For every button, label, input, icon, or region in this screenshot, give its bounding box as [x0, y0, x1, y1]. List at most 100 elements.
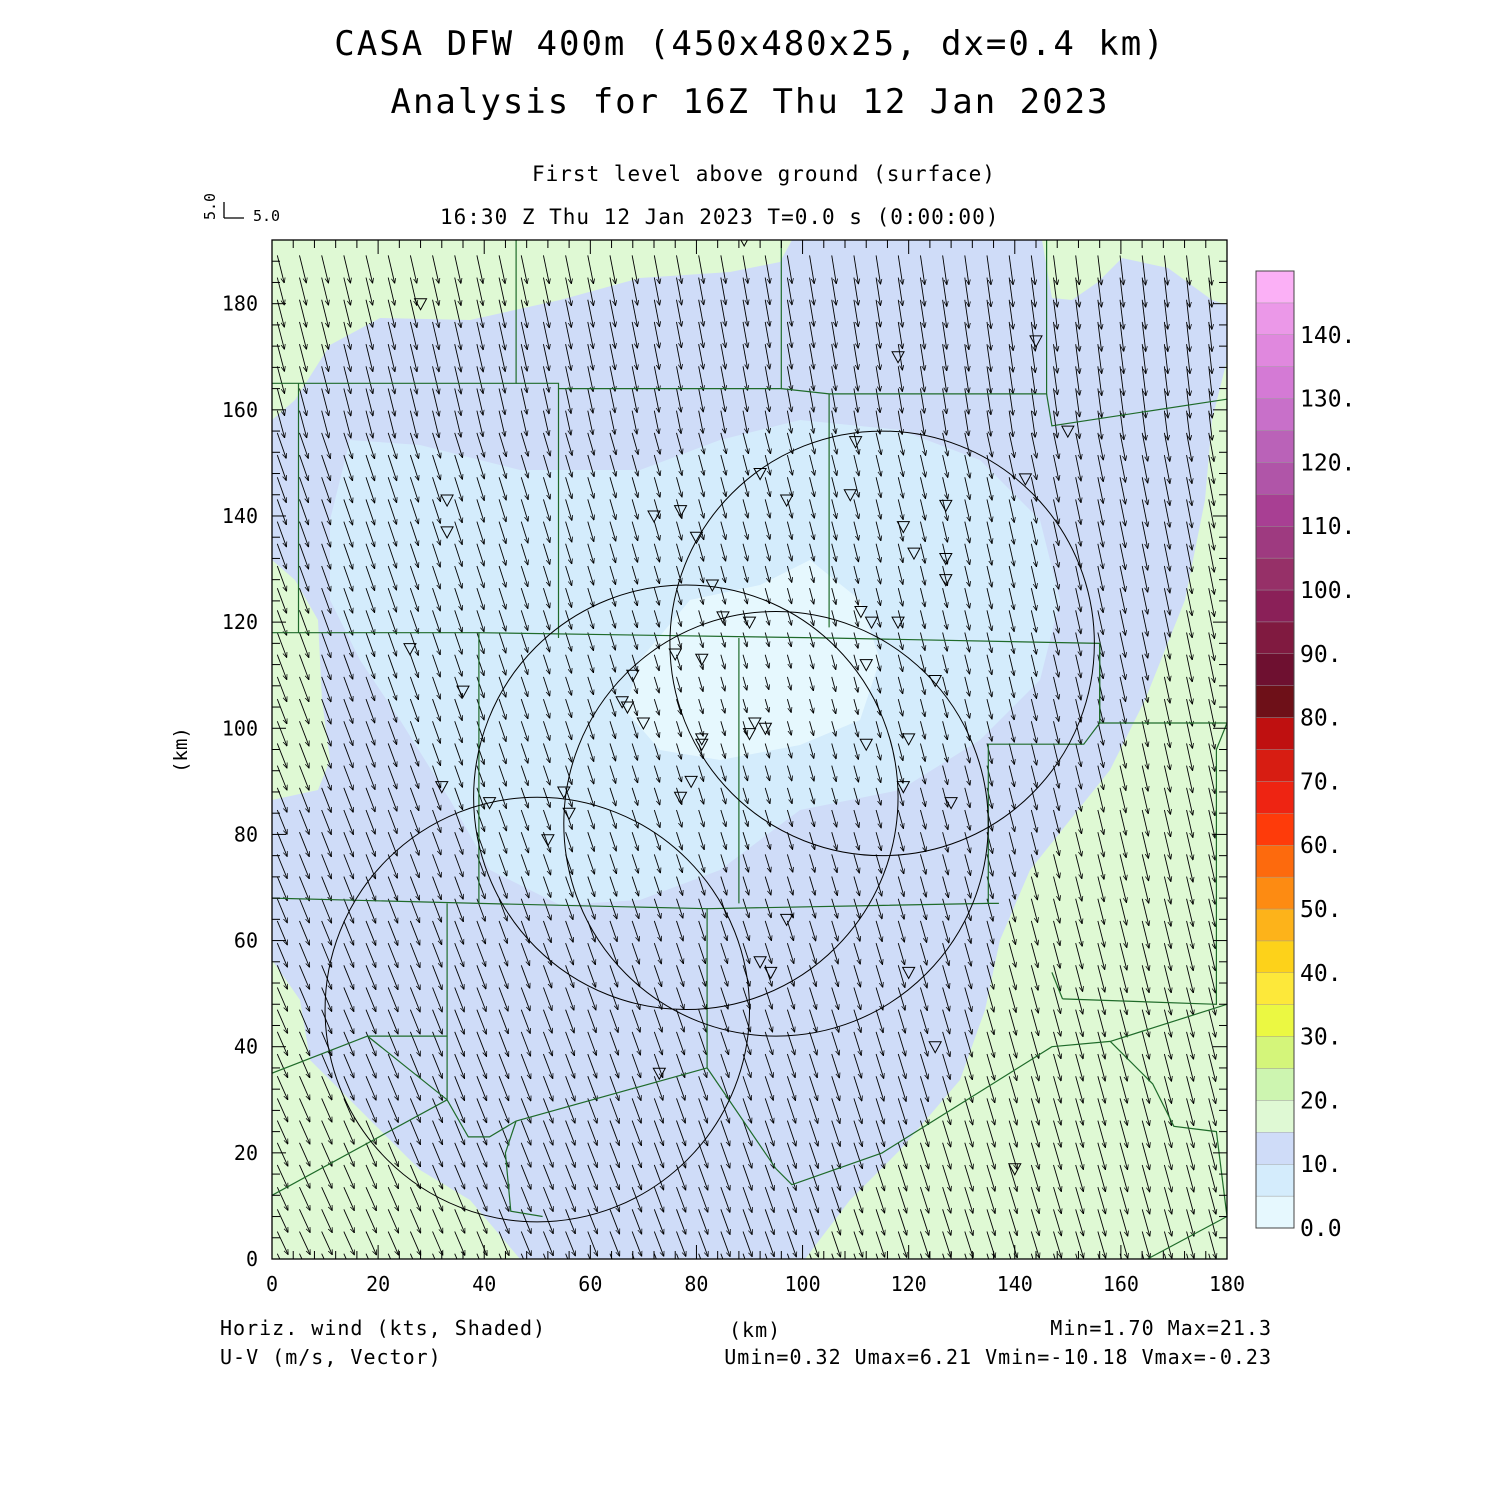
- wind-vector: [409, 698, 418, 722]
- wind-vector: [565, 1098, 575, 1123]
- wind-vector: [476, 1009, 486, 1034]
- wind-vector: [498, 965, 508, 988]
- wind-vector: [543, 1186, 553, 1211]
- wind-vector: [432, 1120, 443, 1145]
- wind-vector: [587, 765, 594, 784]
- wind-vector: [454, 410, 461, 437]
- wind-vector: [299, 410, 306, 438]
- wind-vector: [343, 344, 351, 371]
- wind-vector: [343, 277, 351, 305]
- wind-vector: [498, 676, 506, 697]
- wind-vector: [299, 388, 306, 415]
- colorbar-label: 90.: [1300, 642, 1342, 668]
- wind-vector: [565, 1164, 576, 1189]
- wind-vector: [409, 1186, 420, 1211]
- plot-area: [272, 240, 1227, 1259]
- wind-vector: [432, 1076, 443, 1100]
- wind-vector: [387, 432, 396, 459]
- wind-vector: [276, 366, 284, 393]
- wind-vector: [299, 854, 309, 878]
- wind-vector: [387, 1076, 398, 1100]
- wind-vector: [409, 610, 418, 633]
- wind-vector: [387, 721, 396, 744]
- wind-vector: [365, 787, 375, 812]
- wind-vector: [454, 299, 461, 328]
- wind-vector: [587, 832, 595, 851]
- wind-vector: [565, 255, 572, 283]
- wind-vector: [543, 809, 550, 830]
- colorbar-swatch: [1255, 589, 1295, 623]
- wind-vector: [520, 610, 527, 630]
- wind-vector: [276, 588, 286, 613]
- wind-vector: [520, 1231, 531, 1256]
- wind-vector: [432, 832, 441, 855]
- wind-vector: [276, 1231, 288, 1255]
- wind-vector: [276, 454, 286, 480]
- wind-vector: [543, 743, 549, 762]
- colorbar-swatch: [1255, 653, 1295, 686]
- wind-vector: [321, 432, 331, 459]
- footer-minmax: Min=1.70 Max=21.3: [1050, 1316, 1272, 1340]
- colorbar-swatch: [1255, 972, 1295, 1005]
- wind-vector: [432, 809, 441, 832]
- wind-vector: [365, 1253, 369, 1259]
- wind-vector: [454, 1164, 465, 1189]
- wind-vector: [276, 698, 286, 724]
- wind-vector: [476, 432, 484, 457]
- wind-vector: [321, 809, 332, 834]
- wind-vector: [454, 1076, 465, 1100]
- wind-vector: [498, 565, 506, 587]
- wind-vector: [454, 832, 463, 854]
- wind-vector: [587, 698, 594, 717]
- wind-vector: [343, 321, 351, 349]
- wind-vector: [543, 565, 549, 586]
- wind-vector: [299, 521, 308, 547]
- wind-vector: [299, 920, 309, 945]
- wind-vector: [587, 965, 596, 987]
- wind-vector: [343, 721, 353, 745]
- wind-vector: [498, 854, 507, 875]
- wind-vector: [276, 1142, 287, 1166]
- wind-vector: [476, 299, 483, 328]
- x-tick-label: 0: [266, 1272, 278, 1296]
- wind-vector: [387, 942, 398, 967]
- wind-vector: [409, 1231, 420, 1256]
- wind-vector: [565, 920, 574, 942]
- wind-vector: [454, 366, 461, 393]
- wind-vector: [365, 942, 376, 967]
- wind-vector: [276, 344, 284, 371]
- colorbar-label: 30.: [1300, 1025, 1342, 1051]
- wind-vector: [498, 1253, 502, 1259]
- wind-vector: [476, 765, 484, 787]
- wind-vector: [387, 344, 395, 371]
- wind-vector: [409, 588, 418, 611]
- wind-vector: [543, 499, 550, 520]
- wind-vector: [276, 832, 287, 856]
- wind-vector: [365, 1120, 376, 1145]
- wind-vector: [299, 1120, 309, 1144]
- wind-vector: [543, 765, 550, 785]
- wind-vector: [321, 1076, 332, 1100]
- wind-vector: [565, 721, 572, 739]
- wind-vector: [409, 299, 416, 328]
- x-axis-label: (km): [729, 1318, 782, 1342]
- wind-vector: [587, 1142, 597, 1168]
- wind-vector: [498, 765, 506, 786]
- wind-vector: [299, 1031, 309, 1056]
- wind-vector: [520, 543, 528, 565]
- wind-vector: [498, 1076, 509, 1100]
- wind-vector: [343, 565, 353, 591]
- x-tick-label: 80: [684, 1272, 708, 1296]
- wind-vector: [321, 654, 331, 680]
- wind-vector: [543, 965, 551, 987]
- wind-vector: [343, 942, 354, 967]
- wind-vector: [520, 632, 527, 653]
- wind-vector: [565, 942, 574, 965]
- wind-vector: [365, 299, 373, 327]
- wind-vector: [409, 876, 419, 900]
- wind-vector: [343, 1009, 354, 1034]
- wind-vector: [343, 1186, 354, 1210]
- wind-vector: [476, 965, 486, 989]
- wind-vector: [543, 1031, 552, 1056]
- colorbar-swatch: [1255, 398, 1295, 431]
